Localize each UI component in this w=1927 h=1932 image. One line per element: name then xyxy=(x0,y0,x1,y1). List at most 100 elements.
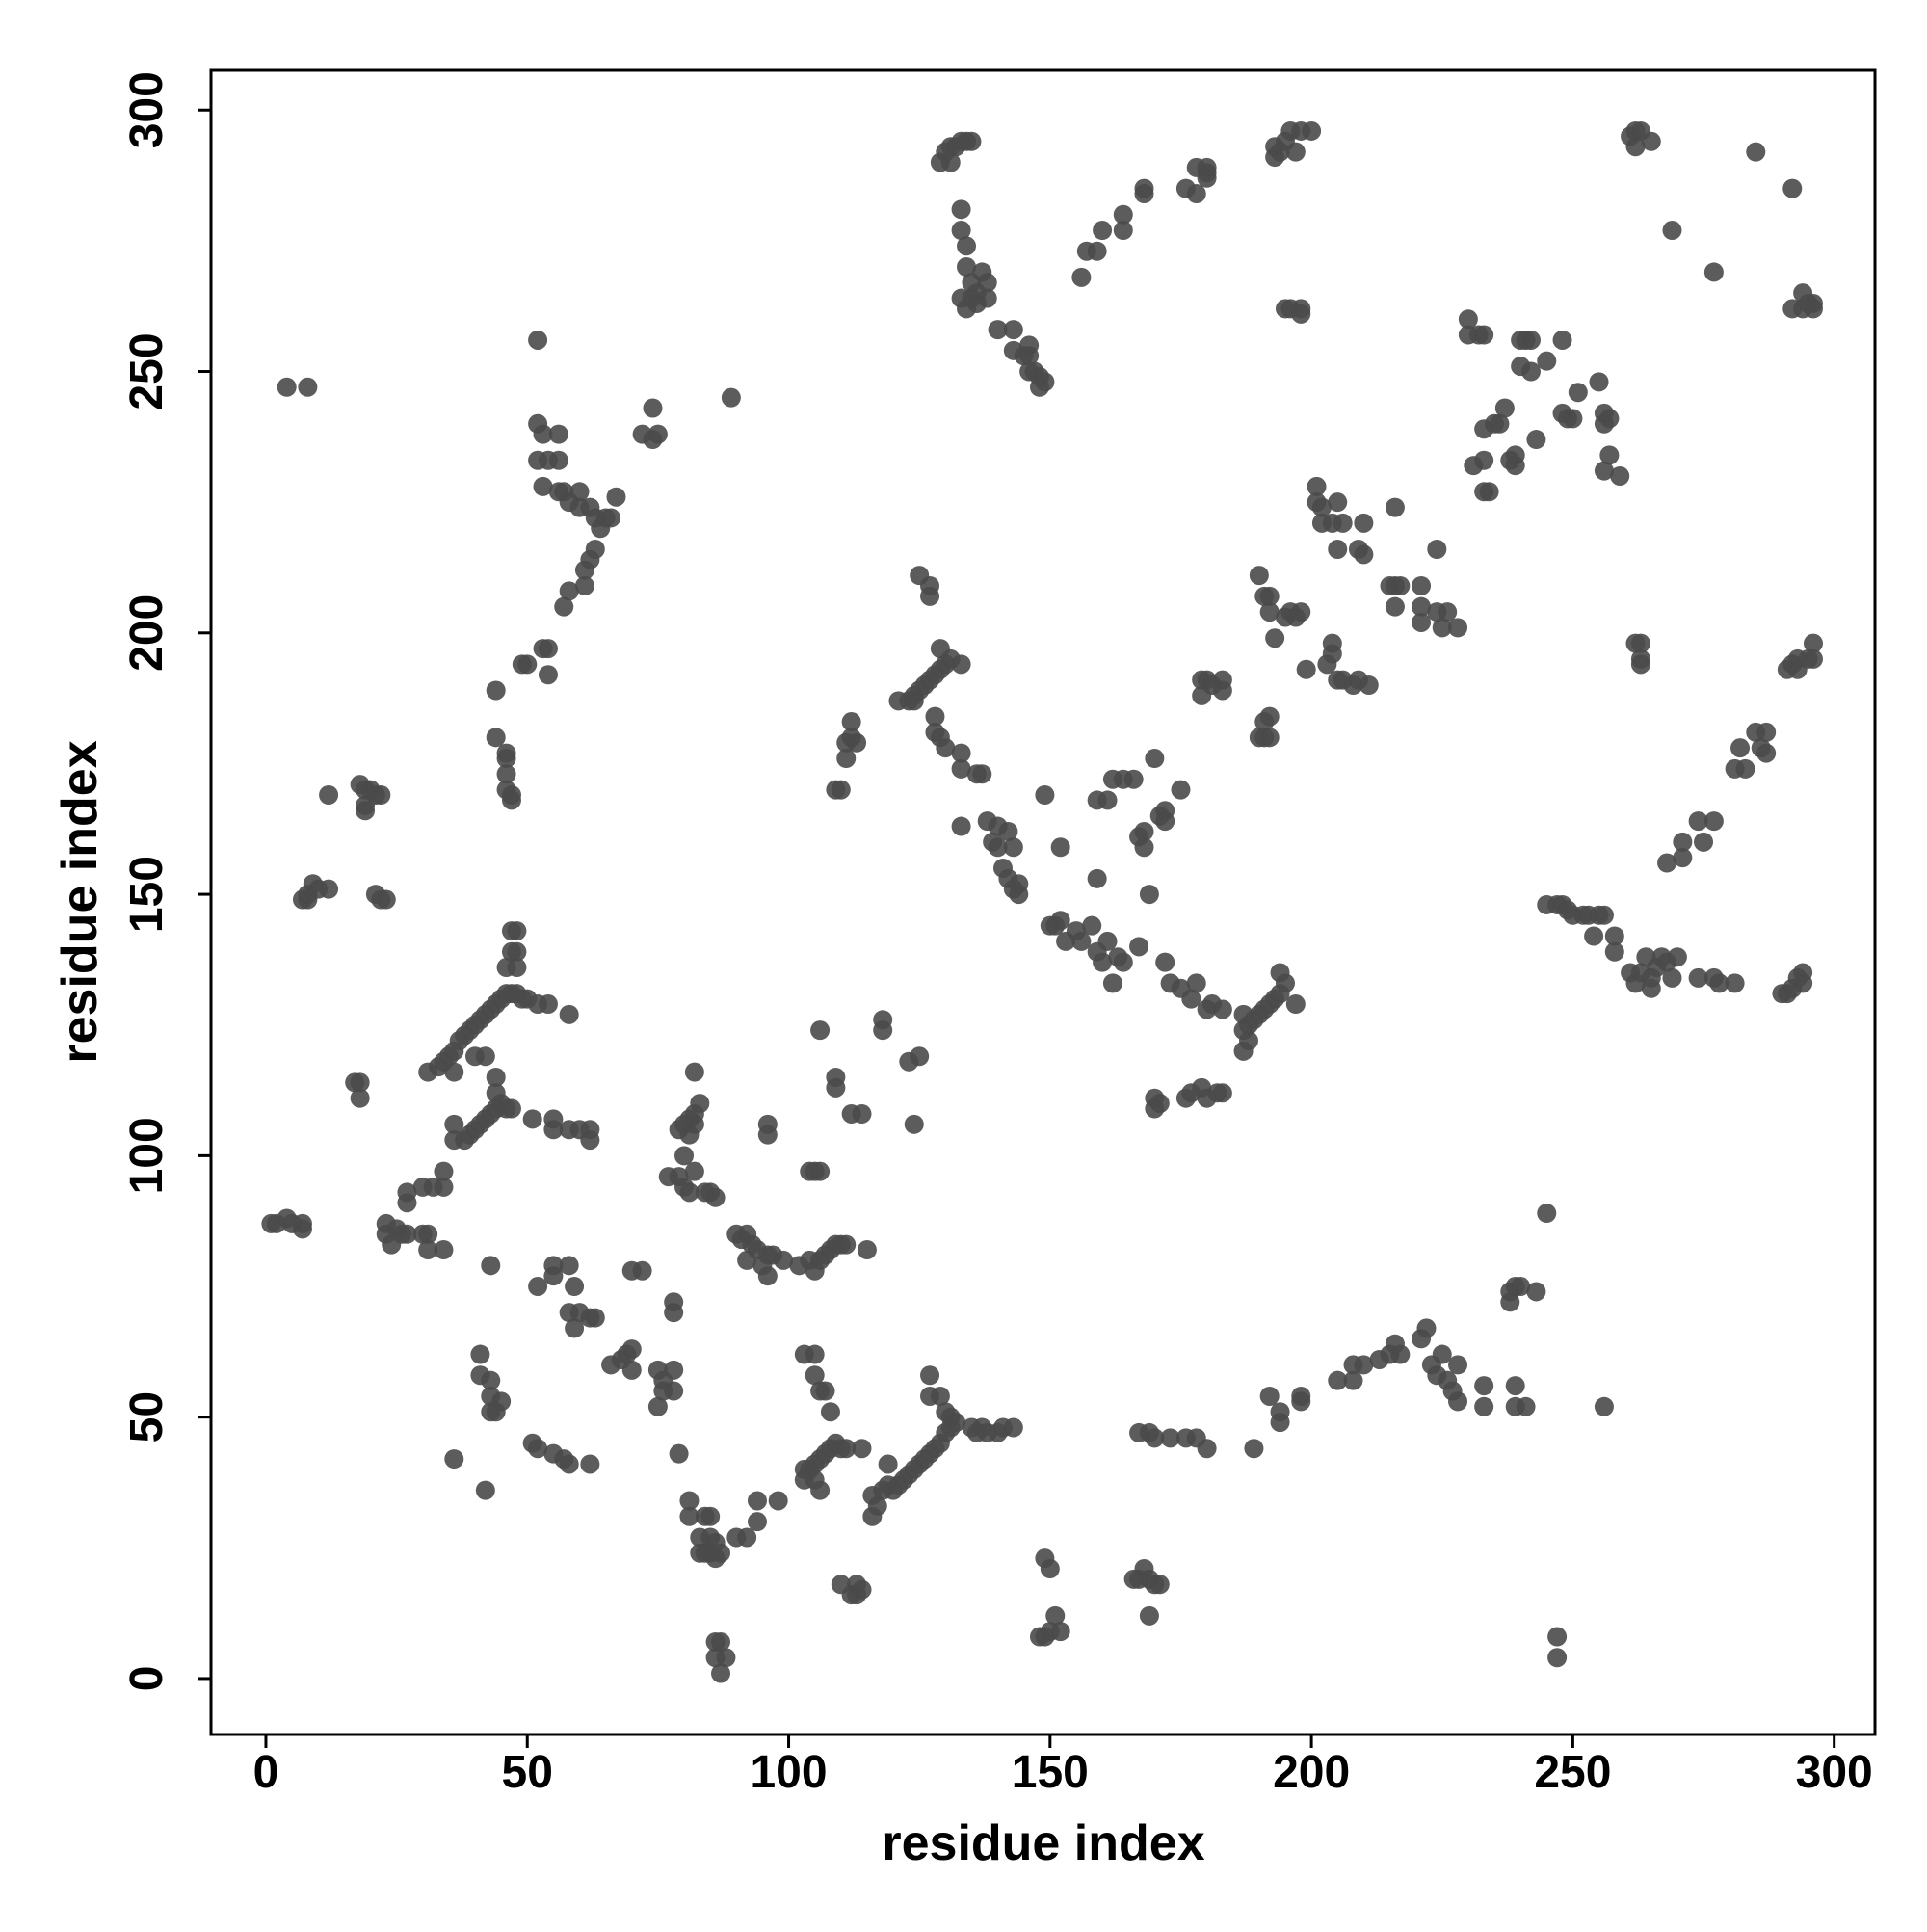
point xyxy=(1516,1396,1536,1416)
point xyxy=(1537,351,1557,371)
point xyxy=(1291,304,1311,324)
point xyxy=(1630,633,1650,653)
point xyxy=(1302,120,1322,141)
point xyxy=(543,1256,564,1276)
point xyxy=(533,424,553,444)
point xyxy=(1291,1386,1311,1406)
point xyxy=(1139,885,1159,905)
point xyxy=(836,749,857,769)
point xyxy=(962,131,982,151)
point xyxy=(700,1506,721,1526)
point xyxy=(1186,184,1206,204)
point xyxy=(920,1386,940,1406)
point xyxy=(1390,1344,1411,1364)
point xyxy=(1259,602,1280,622)
point xyxy=(1385,497,1405,517)
point xyxy=(1123,769,1144,789)
point xyxy=(1291,602,1311,622)
point xyxy=(711,1663,731,1683)
point xyxy=(820,1402,840,1422)
point xyxy=(1604,941,1624,962)
point xyxy=(1328,539,1348,559)
point xyxy=(826,1067,846,1087)
point xyxy=(501,790,521,810)
point xyxy=(1239,1031,1259,1051)
point xyxy=(1412,612,1432,632)
point xyxy=(507,958,527,978)
point xyxy=(501,921,521,941)
point xyxy=(747,1491,767,1511)
point xyxy=(1343,1370,1363,1390)
point xyxy=(470,1344,490,1364)
point xyxy=(548,424,568,444)
x-tick-label: 50 xyxy=(502,1747,553,1798)
point xyxy=(559,1454,579,1474)
point xyxy=(538,665,558,685)
point xyxy=(501,1098,521,1119)
point xyxy=(1097,790,1118,810)
point xyxy=(664,1303,684,1323)
point xyxy=(1328,1370,1348,1390)
point xyxy=(1003,837,1023,858)
point xyxy=(475,1480,495,1500)
point xyxy=(940,152,961,172)
point xyxy=(831,1575,851,1595)
point xyxy=(862,1486,883,1506)
point xyxy=(653,1381,673,1401)
x-tick-label: 100 xyxy=(750,1747,827,1798)
point xyxy=(601,508,621,528)
point xyxy=(522,1109,542,1129)
point xyxy=(841,712,861,732)
point xyxy=(418,1240,438,1260)
point xyxy=(569,482,590,502)
point xyxy=(852,1103,872,1124)
point xyxy=(1093,952,1113,972)
point xyxy=(501,941,521,962)
x-tick-label: 0 xyxy=(253,1747,279,1798)
point xyxy=(1270,1402,1290,1422)
point xyxy=(1511,1277,1531,1297)
point xyxy=(1296,659,1316,679)
point xyxy=(1552,330,1572,350)
point xyxy=(1019,346,1040,366)
point xyxy=(904,1114,924,1134)
point xyxy=(371,785,391,806)
point xyxy=(1599,445,1620,465)
y-tick-label: 150 xyxy=(121,856,172,933)
point xyxy=(1354,513,1374,533)
point xyxy=(1071,267,1092,287)
point xyxy=(585,1308,605,1328)
point xyxy=(810,1020,831,1041)
point xyxy=(705,1532,726,1552)
point xyxy=(1662,221,1682,241)
point xyxy=(1149,1575,1170,1595)
point xyxy=(1803,648,1823,669)
point xyxy=(1604,926,1624,946)
point xyxy=(1259,1386,1280,1406)
point xyxy=(1412,596,1432,617)
point xyxy=(1071,931,1092,951)
point xyxy=(1568,383,1588,403)
point xyxy=(1035,372,1055,392)
point xyxy=(1129,937,1149,957)
point xyxy=(951,743,971,763)
point xyxy=(1160,1428,1180,1448)
point xyxy=(1102,973,1122,993)
point xyxy=(1087,241,1107,261)
point xyxy=(679,1491,700,1511)
point xyxy=(1197,1439,1217,1459)
point xyxy=(517,654,538,675)
point xyxy=(1479,482,1499,502)
point xyxy=(1113,221,1133,241)
point xyxy=(1040,1559,1060,1579)
point xyxy=(444,1062,464,1082)
point xyxy=(1134,837,1154,858)
point xyxy=(528,1277,548,1297)
point xyxy=(1186,973,1206,993)
point xyxy=(528,330,548,350)
point xyxy=(1087,868,1107,888)
point xyxy=(1703,262,1724,282)
point xyxy=(1756,722,1777,742)
point xyxy=(1594,1396,1614,1416)
point xyxy=(831,780,851,800)
